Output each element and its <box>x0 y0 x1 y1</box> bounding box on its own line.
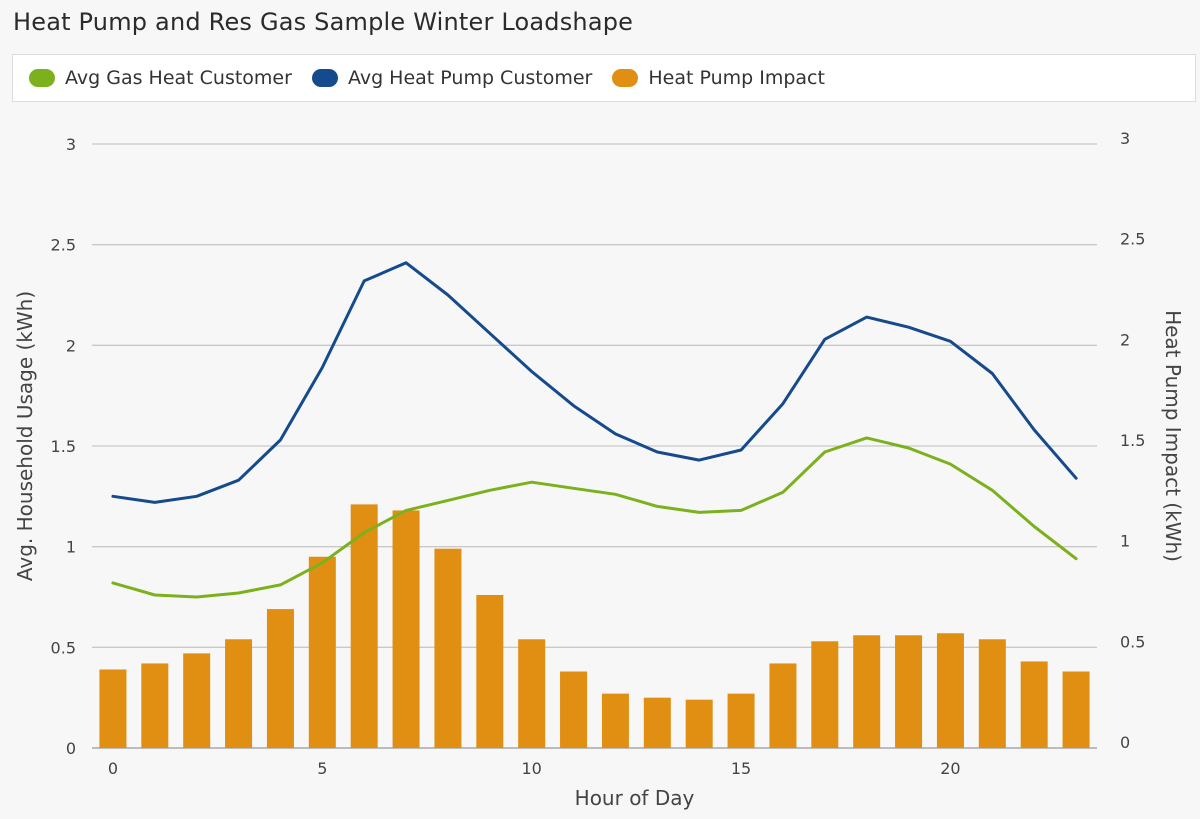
x-tick-label: 10 <box>522 759 542 778</box>
y-right-tick-label: 2 <box>1120 330 1130 349</box>
y-axis-left-label: Avg. Household Usage (kWh) <box>13 291 37 581</box>
legend-label-impact: Heat Pump Impact <box>648 67 825 89</box>
bar-heat-pump-impact <box>99 669 127 748</box>
bar-heat-pump-impact <box>853 635 881 748</box>
y-right-tick-label: 2.5 <box>1120 230 1145 249</box>
x-tick-label: 20 <box>940 759 960 778</box>
bar-heat-pump-impact <box>183 653 211 748</box>
y-left-tick-label: 1.5 <box>51 437 76 456</box>
x-tick-label: 0 <box>108 759 118 778</box>
y-right-tick-label: 0 <box>1120 733 1130 752</box>
y-right-tick-label: 0.5 <box>1120 632 1145 651</box>
y-left-tick-label: 1 <box>66 538 76 557</box>
x-tick-label: 15 <box>731 759 751 778</box>
bar-heat-pump-impact <box>434 548 462 748</box>
y-right-tick-label: 3 <box>1120 129 1130 148</box>
bar-heat-pump-impact <box>1020 661 1048 748</box>
x-tick-label: 5 <box>317 759 327 778</box>
chart-title: Heat Pump and Res Gas Sample Winter Load… <box>13 8 634 36</box>
legend-label-gas: Avg Gas Heat Customer <box>65 67 292 89</box>
bar-heat-pump-impact <box>225 639 253 748</box>
bar-heat-pump-impact <box>727 693 755 748</box>
y-left-tick-label: 0.5 <box>51 638 76 657</box>
y-left-tick-label: 2.5 <box>51 236 76 255</box>
legend-item-gas[interactable]: Avg Gas Heat Customer <box>29 67 292 89</box>
bar-heat-pump-impact <box>978 639 1006 748</box>
bar-heat-pump-impact <box>266 609 294 748</box>
legend-item-heat-pump[interactable]: Avg Heat Pump Customer <box>311 67 593 89</box>
line-gas-heat-customer <box>111 436 1078 599</box>
chart-legend: Avg Gas Heat Customer Avg Heat Pump Cust… <box>12 54 1196 102</box>
bar-heat-pump-impact <box>811 641 839 748</box>
bar-heat-pump-impact <box>769 663 797 748</box>
bar-heat-pump-impact <box>141 663 169 748</box>
bar-heat-pump-impact <box>560 671 588 748</box>
bar-heat-pump-impact <box>518 639 546 748</box>
bar-heat-pump-impact <box>392 510 420 748</box>
legend-label-heat-pump: Avg Heat Pump Customer <box>347 67 593 89</box>
y-left-tick-label: 0 <box>66 739 76 758</box>
legend-swatch-gas <box>29 69 55 87</box>
legend-swatch-impact <box>612 69 639 87</box>
y-axis-right-label: Heat Pump Impact (kWh) <box>1161 310 1185 562</box>
y-left-tick-label: 2 <box>66 336 76 355</box>
legend-swatch-heat-pump <box>311 69 338 87</box>
bar-heat-pump-impact <box>476 594 504 748</box>
bar-heat-pump-impact <box>685 699 713 748</box>
bar-heat-pump-impact <box>1062 671 1090 748</box>
y-left-tick-label: 3 <box>66 135 76 154</box>
bar-heat-pump-impact <box>936 633 964 748</box>
bar-heat-pump-impact <box>308 556 336 748</box>
bar-heat-pump-impact <box>895 635 923 748</box>
legend-item-impact[interactable]: Heat Pump Impact <box>612 67 825 89</box>
y-right-tick-label: 1.5 <box>1120 431 1145 450</box>
bar-heat-pump-impact <box>601 693 629 748</box>
y-right-tick-label: 1 <box>1120 532 1130 551</box>
bar-heat-pump-impact <box>643 697 671 748</box>
line-heat-pump-customer <box>111 261 1078 504</box>
bar-heat-pump-impact <box>350 504 378 748</box>
x-axis-label: Hour of Day <box>575 786 695 810</box>
